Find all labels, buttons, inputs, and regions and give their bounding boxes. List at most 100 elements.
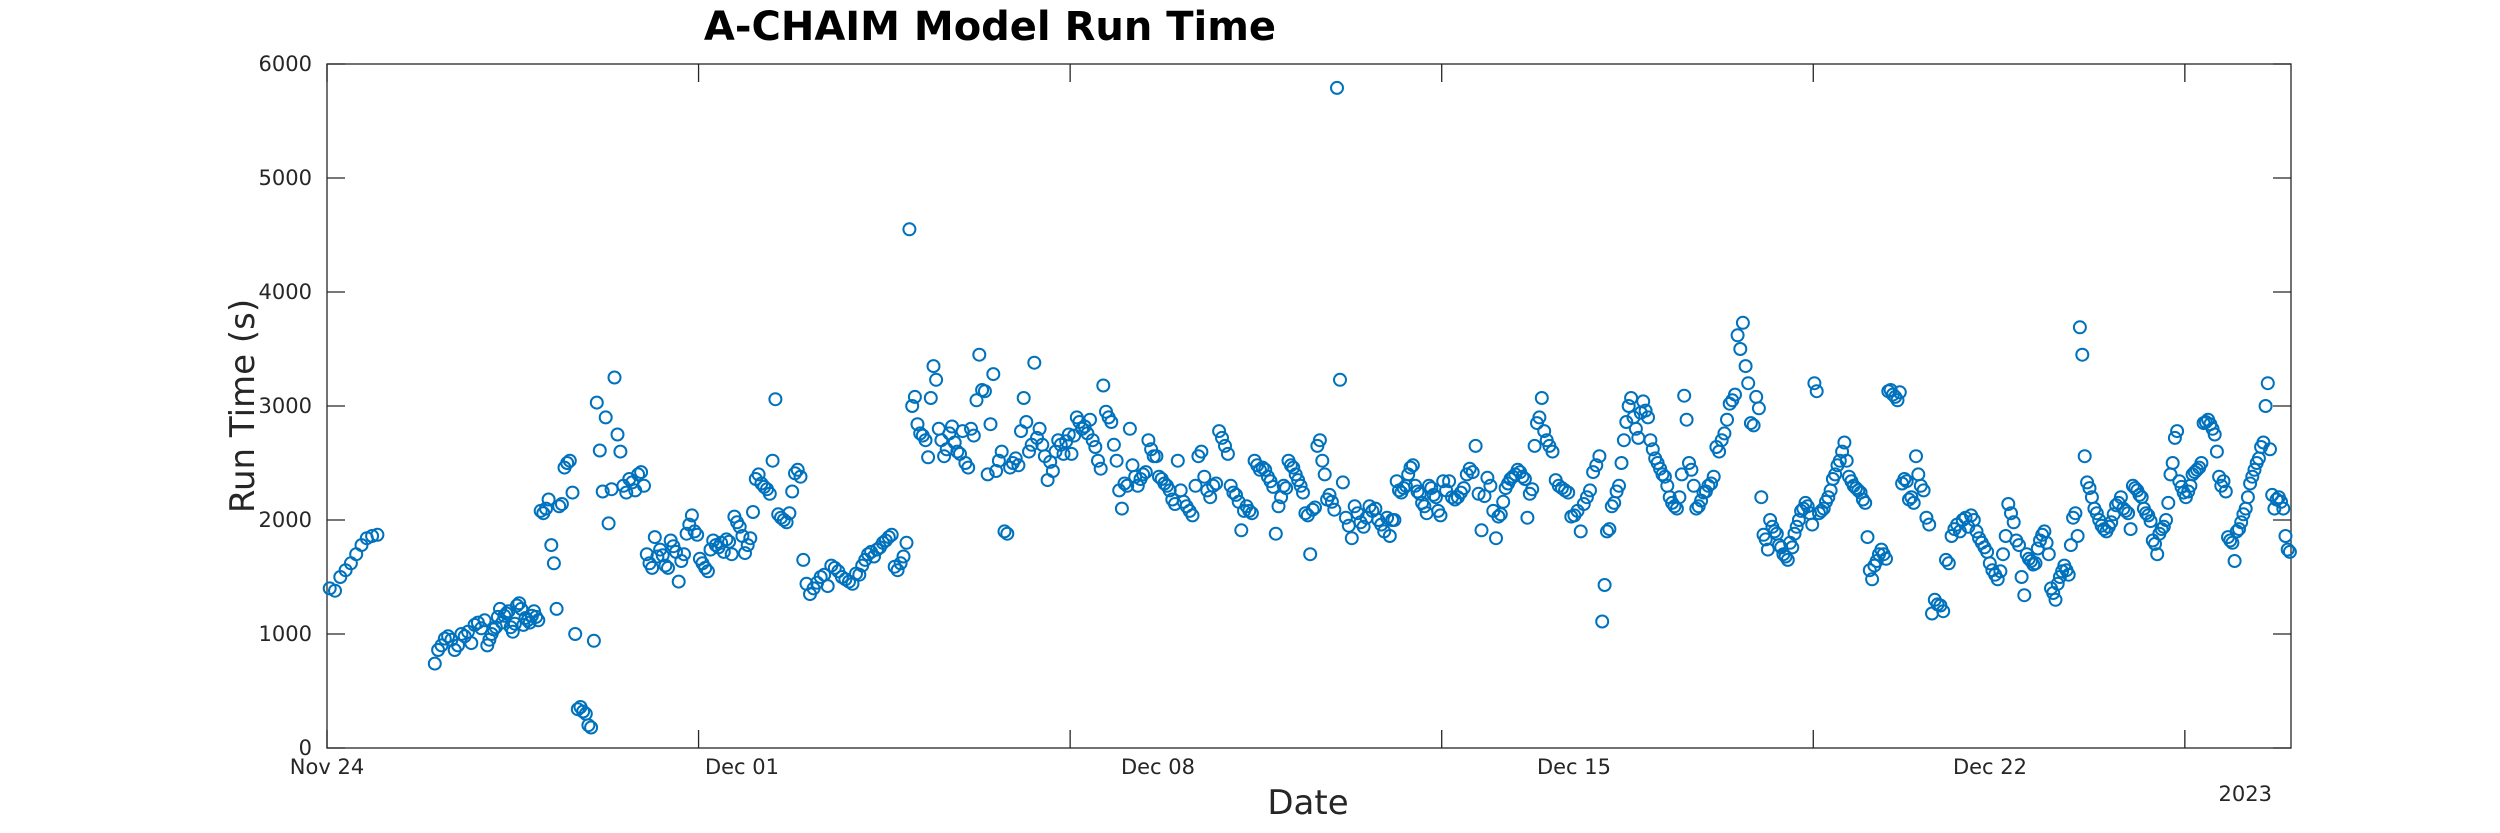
data-point bbox=[541, 492, 556, 507]
data-point bbox=[1258, 462, 1273, 477]
data-point bbox=[1268, 526, 1283, 541]
data-point bbox=[1892, 385, 1907, 400]
data-point bbox=[2125, 478, 2140, 493]
data-point bbox=[631, 467, 646, 482]
data-point bbox=[1993, 564, 2008, 579]
data-point bbox=[2209, 444, 2224, 459]
data-point bbox=[1312, 433, 1327, 448]
data-point bbox=[1338, 510, 1353, 525]
data-point bbox=[658, 558, 673, 573]
data-point bbox=[2265, 487, 2280, 502]
data-point bbox=[2143, 514, 2158, 529]
data-point bbox=[947, 435, 962, 450]
data-point bbox=[1185, 508, 1200, 523]
data-point bbox=[1045, 464, 1060, 478]
data-point bbox=[1085, 433, 1100, 448]
data-point bbox=[1763, 513, 1778, 527]
data-point bbox=[1809, 384, 1824, 399]
data-point bbox=[2245, 469, 2260, 484]
data-point bbox=[1525, 482, 1540, 497]
data-point bbox=[1266, 479, 1281, 494]
tick-marks bbox=[326, 63, 2291, 749]
data-point bbox=[1969, 524, 1984, 539]
data-point bbox=[724, 547, 739, 562]
data-point bbox=[1141, 433, 1156, 448]
plot-area bbox=[326, 63, 2292, 749]
data-point bbox=[1909, 449, 1923, 464]
data-point bbox=[1807, 376, 1822, 391]
data-point bbox=[907, 389, 922, 404]
data-point bbox=[1865, 572, 1880, 587]
data-point bbox=[1602, 522, 1617, 537]
data-point bbox=[1789, 519, 1804, 534]
data-point bbox=[1000, 526, 1015, 541]
data-point bbox=[790, 462, 805, 477]
data-point bbox=[1837, 435, 1852, 450]
data-point bbox=[539, 501, 553, 516]
chart-title: A-CHAIM Model Run Time bbox=[704, 4, 1276, 50]
data-point bbox=[1344, 531, 1359, 546]
data-point bbox=[1333, 372, 1347, 387]
data-point bbox=[2263, 442, 2277, 457]
data-point bbox=[679, 526, 694, 541]
data-point bbox=[2258, 399, 2273, 413]
data-point bbox=[1215, 430, 1229, 445]
data-point bbox=[1510, 462, 1525, 477]
data-point bbox=[592, 443, 607, 458]
data-point bbox=[698, 560, 713, 575]
data-point bbox=[1308, 500, 1322, 515]
data-point bbox=[1735, 315, 1750, 330]
data-point bbox=[1655, 467, 1670, 482]
data-point bbox=[1527, 438, 1542, 453]
data-point bbox=[1244, 506, 1259, 521]
data-point bbox=[1149, 449, 1164, 464]
y-axis: 0 1000 2000 3000 4000 5000 6000 bbox=[259, 52, 312, 760]
data-point bbox=[584, 720, 599, 735]
data-point bbox=[1812, 506, 1826, 521]
data-point bbox=[1496, 494, 1511, 509]
data-point bbox=[1067, 428, 1082, 443]
data-point bbox=[881, 530, 896, 545]
x-tick-label: Dec 22 bbox=[1953, 755, 2027, 779]
data-point bbox=[1941, 556, 1956, 571]
data-point bbox=[516, 617, 531, 632]
data-point bbox=[768, 392, 783, 407]
x-axis-title: Date bbox=[1267, 783, 1348, 823]
data-point bbox=[1919, 510, 1934, 525]
data-point bbox=[966, 428, 981, 443]
y-tick-label: 2000 bbox=[259, 508, 312, 532]
data-point bbox=[1016, 391, 1031, 405]
data-point bbox=[2139, 506, 2154, 521]
data-point bbox=[1616, 433, 1631, 448]
data-point bbox=[581, 718, 596, 733]
data-point bbox=[972, 347, 987, 362]
data-point bbox=[1465, 465, 1480, 480]
data-point bbox=[1839, 453, 1854, 468]
data-point bbox=[1576, 497, 1591, 511]
data-point bbox=[961, 460, 976, 475]
data-point bbox=[1032, 421, 1047, 436]
data-point bbox=[499, 606, 514, 621]
data-point bbox=[937, 449, 952, 464]
data-point bbox=[1733, 342, 1748, 356]
data-point bbox=[1347, 499, 1362, 514]
data-point bbox=[1677, 388, 1692, 403]
data-point bbox=[2227, 554, 2242, 568]
data-point bbox=[1679, 412, 1694, 427]
data-point bbox=[1022, 444, 1036, 459]
data-point bbox=[1860, 530, 1875, 545]
data-point bbox=[1515, 469, 1530, 484]
data-point bbox=[1643, 433, 1658, 448]
data-point bbox=[1682, 456, 1696, 470]
data-point bbox=[890, 563, 905, 578]
data-point bbox=[743, 531, 758, 546]
data-point bbox=[441, 629, 456, 644]
data-point bbox=[546, 556, 561, 571]
data-point bbox=[2014, 570, 2029, 584]
data-point bbox=[896, 549, 911, 564]
data-point bbox=[454, 627, 469, 641]
x-axis: Nov 24 Dec 01 Dec 08 Dec 15 Dec 22 2023 bbox=[290, 755, 2272, 806]
data-point bbox=[1717, 426, 1732, 441]
data-point bbox=[2017, 588, 2032, 603]
data-point bbox=[732, 519, 747, 534]
